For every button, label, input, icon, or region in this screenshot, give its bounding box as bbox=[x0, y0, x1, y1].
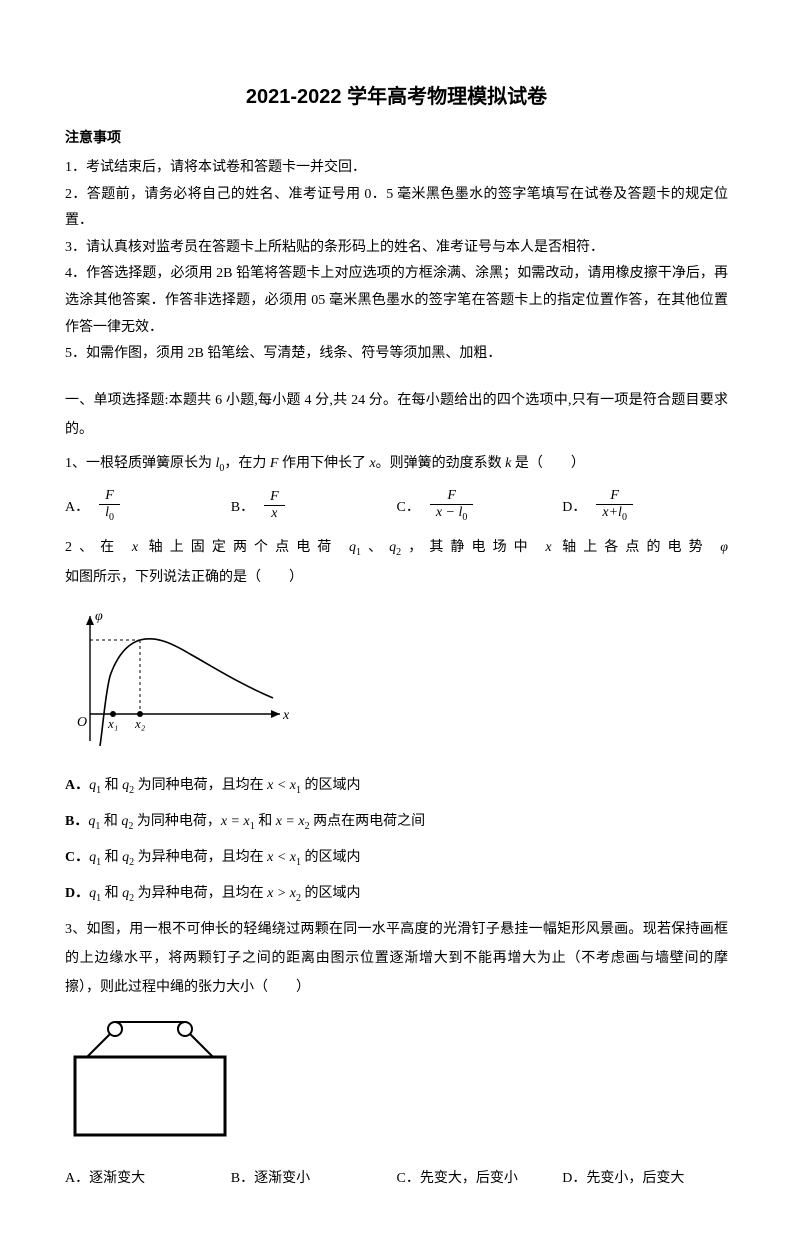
q1-stem-e: 是（ ） bbox=[511, 456, 585, 471]
q2-opt-a[interactable]: A．q1 和 q2 为同种电荷，且均在 x < x1 的区域内 bbox=[65, 769, 728, 803]
q3-b: B．逐渐变小 bbox=[231, 1167, 310, 1187]
q1-a-frac: Fl0 bbox=[99, 488, 120, 523]
note-1: 1．考试结束后，请将本试卷和答题卡一并交回． bbox=[65, 155, 728, 182]
q1-stem-c: 作用下伸长了 bbox=[278, 456, 369, 471]
q2-q1: q1 bbox=[349, 540, 361, 555]
q2-phi: φ bbox=[720, 540, 728, 555]
q3-options: A．逐渐变大 B．逐渐变小 C．先变大，后变小 D．先变小，后变大 bbox=[65, 1167, 728, 1187]
q3-d: D．先变小，后变大 bbox=[562, 1167, 684, 1187]
q1-a-label: A． bbox=[65, 496, 89, 516]
q1-d-label: D． bbox=[562, 496, 586, 516]
q1-options: A． Fl0 B． Fx C． Fx − l0 D． Fx+l0 bbox=[65, 488, 728, 523]
graph-x-label: x bbox=[282, 708, 290, 723]
q1-opt-a[interactable]: A． Fl0 bbox=[65, 488, 231, 523]
q1-b-frac: Fx bbox=[264, 489, 285, 522]
q1-stem-b: ，在力 bbox=[224, 456, 270, 471]
q1-stem-d: 。则弹簧的劲度系数 bbox=[376, 456, 506, 471]
q2D-label: D． bbox=[65, 886, 89, 901]
q2-c: 、 bbox=[361, 540, 389, 555]
q1-stem-a: 1、一根轻质弹簧原长为 bbox=[65, 456, 216, 471]
q3-opt-c[interactable]: C．先变大，后变小 bbox=[397, 1167, 563, 1187]
q2B-label: B． bbox=[65, 814, 88, 829]
note-3: 3．请认真核对监考员在答题卡上所粘贴的条形码上的姓名、准考证号与本人是否相符． bbox=[65, 235, 728, 262]
graph-x2-label: x₂ bbox=[134, 716, 146, 731]
q3-opt-a[interactable]: A．逐渐变大 bbox=[65, 1167, 231, 1187]
q2-opt-d[interactable]: D．q1 和 q2 为异种电荷，且均在 x > x2 的区域内 bbox=[65, 877, 728, 911]
q1-opt-c[interactable]: C． Fx − l0 bbox=[397, 488, 563, 523]
q1-opt-d[interactable]: D． Fx+l0 bbox=[562, 488, 728, 523]
note-5: 5．如需作图，须用 2B 铅笔绘、写清楚，线条、符号等须加黑、加粗． bbox=[65, 341, 728, 368]
q2-f: 如图所示，下列说法正确的是（ ） bbox=[65, 570, 303, 585]
q2-graph: O x₁ x₂ x φ bbox=[65, 606, 728, 751]
q2-d: ，其静电场中 bbox=[401, 540, 545, 555]
q2A-label: A． bbox=[65, 778, 89, 793]
q2-a: 2、在 bbox=[65, 540, 132, 555]
q3-figure bbox=[65, 1017, 728, 1147]
q2-stem: 2、在 x 轴上固定两个点电荷 q1、q2，其静电场中 x 轴上各点的电势 φ … bbox=[65, 533, 728, 592]
q1-stem: 1、一根轻质弹簧原长为 l0，在力 F 作用下伸长了 x。则弹簧的劲度系数 k … bbox=[65, 449, 728, 479]
section1-intro: 一、单项选择题:本题共 6 小题,每小题 4 分,共 24 分。在每小题给出的四… bbox=[65, 386, 728, 445]
graph-x1-label: x₁ bbox=[107, 716, 118, 731]
q2-q2: q2 bbox=[389, 540, 401, 555]
q2-opt-c[interactable]: C．q1 和 q2 为异种电荷，且均在 x < x1 的区域内 bbox=[65, 841, 728, 875]
q3-figure-svg bbox=[65, 1017, 235, 1142]
q1-opt-b[interactable]: B． Fx bbox=[231, 489, 397, 522]
page: 2021-2022 学年高考物理模拟试卷 注意事项 1．考试结束后，请将本试卷和… bbox=[0, 0, 793, 1233]
q3-opt-d[interactable]: D．先变小，后变大 bbox=[562, 1167, 728, 1187]
q2-b: 轴上固定两个点电荷 bbox=[138, 540, 349, 555]
q1-d-frac: Fx+l0 bbox=[596, 488, 633, 523]
note-4: 4．作答选择题，必须用 2B 铅笔将答题卡上对应选项的方框涂满、涂黑；如需改动，… bbox=[65, 261, 728, 341]
note-2: 2．答题前，请务必将自己的姓名、准考证号用 0．5 毫米黑色墨水的签字笔填写在试… bbox=[65, 182, 728, 235]
q3-opt-b[interactable]: B．逐渐变小 bbox=[231, 1167, 397, 1187]
q3-a: A．逐渐变大 bbox=[65, 1167, 145, 1187]
q2-graph-svg: O x₁ x₂ x φ bbox=[65, 606, 295, 746]
q1-c-frac: Fx − l0 bbox=[430, 488, 474, 523]
graph-O-label: O bbox=[77, 715, 87, 730]
q2-opt-b[interactable]: B．q1 和 q2 为同种电荷，x = x1 和 x = x2 两点在两电荷之间 bbox=[65, 805, 728, 839]
page-title: 2021-2022 学年高考物理模拟试卷 bbox=[65, 80, 728, 109]
q3-stem: 3、如图，用一根不可伸长的轻绳绕过两颗在同一水平高度的光滑钉子悬挂一幅矩形风景画… bbox=[65, 915, 728, 1003]
q1-b-label: B． bbox=[231, 496, 254, 516]
q2-options: A．q1 和 q2 为同种电荷，且均在 x < x1 的区域内 B．q1 和 q… bbox=[65, 769, 728, 910]
q2C-label: C． bbox=[65, 850, 89, 865]
q2-e: 轴上各点的电势 bbox=[552, 540, 721, 555]
q1-c-label: C． bbox=[397, 496, 420, 516]
q3-c: C．先变大，后变小 bbox=[397, 1167, 518, 1187]
notes-heading: 注意事项 bbox=[65, 127, 728, 147]
graph-phi-label: φ bbox=[95, 609, 103, 624]
